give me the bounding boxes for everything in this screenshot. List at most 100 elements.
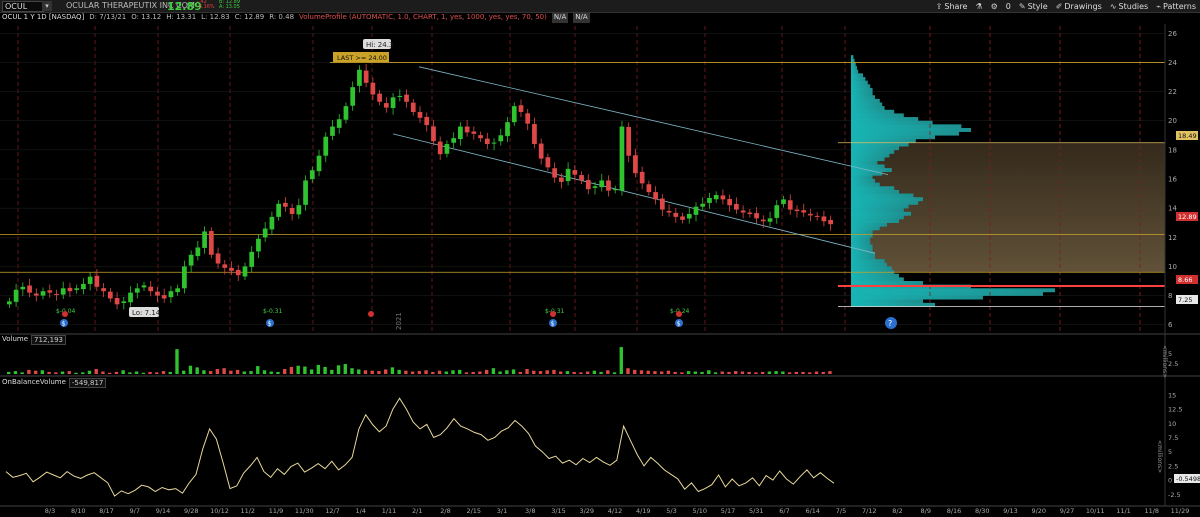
volume-bar bbox=[444, 371, 448, 374]
settings-button[interactable]: ⚙ bbox=[991, 2, 998, 11]
dividend-marker[interactable] bbox=[550, 311, 556, 317]
obv-tick-label: 12.5 bbox=[1168, 406, 1182, 414]
volume-profile-bar bbox=[851, 131, 959, 136]
volume-profile-bar bbox=[851, 62, 856, 67]
volume-study-value: 712,193 bbox=[31, 335, 66, 345]
candle-body bbox=[599, 180, 605, 188]
candle-body bbox=[202, 231, 207, 248]
candle-body bbox=[13, 289, 19, 302]
drawings-button[interactable]: ✐ Drawings bbox=[1056, 2, 1102, 11]
volume-profile-bar bbox=[851, 138, 916, 143]
date-tick-label: 5/3 bbox=[666, 507, 676, 515]
volume-profile-bar bbox=[851, 186, 895, 191]
date-tick-label: 9/27 bbox=[1060, 507, 1075, 515]
chart-header: OCUL 1 Y 1D [NASDAQ] D: 7/13/21 O: 13.12… bbox=[2, 13, 590, 23]
volume-profile-bar bbox=[851, 215, 904, 220]
obv-study-value: -549,817 bbox=[68, 378, 107, 388]
volume-bar bbox=[343, 364, 347, 374]
obv-series-line bbox=[5, 397, 835, 497]
volume-panel-label[interactable]: Volume 712,193 bbox=[2, 335, 66, 345]
candle-body bbox=[276, 203, 281, 217]
date-tick-label: 11/29 bbox=[1171, 507, 1190, 515]
candle-body bbox=[101, 288, 106, 292]
candle-body bbox=[94, 275, 100, 287]
earnings-marker[interactable]: $-0.31 $ bbox=[263, 308, 283, 328]
volume-bar bbox=[626, 368, 630, 374]
volume-bar bbox=[370, 370, 374, 374]
volume-profile-bar bbox=[851, 109, 895, 114]
volume-study-name: Volume bbox=[2, 335, 29, 343]
obv-last-tag: -0.5498 bbox=[1174, 474, 1200, 483]
horizontal-levels bbox=[0, 62, 1165, 307]
volume-profile-bar bbox=[851, 179, 875, 183]
price-tag-8-66: 8.66 bbox=[1176, 275, 1198, 284]
flask-button[interactable]: ⚗ bbox=[975, 2, 982, 11]
volume-profile-bar bbox=[851, 128, 971, 132]
share-button[interactable]: ⇪ Share bbox=[936, 2, 968, 11]
bar-range: R: 0.48 bbox=[269, 13, 295, 21]
obv-tick-label: -2.5 bbox=[1168, 491, 1181, 499]
volume-bar bbox=[101, 371, 105, 374]
volume-profile-help-button[interactable]: ? bbox=[885, 317, 897, 329]
volume-profile-bar bbox=[851, 113, 904, 118]
price-tick-label: 20 bbox=[1168, 117, 1177, 125]
symbol-dropdown-icon[interactable]: ▾ bbox=[42, 1, 52, 11]
volume-profile-bar bbox=[851, 164, 885, 169]
axes: 6 8 10 12 14 16 18 20 22 24 26 2.5 5 -2.5 0 2.5 5 7.5 10 12… bbox=[45, 30, 1190, 515]
patterns-button[interactable]: ⌁ Patterns bbox=[1156, 2, 1196, 11]
volume-bar bbox=[747, 371, 751, 374]
dividend-marker[interactable] bbox=[676, 311, 682, 317]
volume-profile-bar bbox=[851, 193, 914, 198]
last-alert-bubble[interactable]: LAST >= 24.00 bbox=[333, 52, 389, 62]
volume-profile-bar bbox=[851, 175, 873, 180]
volume-profile-bar bbox=[851, 135, 935, 140]
candle-body bbox=[40, 291, 46, 296]
volume-bar bbox=[781, 371, 785, 374]
volume-bar bbox=[612, 372, 617, 374]
volume-bar bbox=[114, 371, 119, 374]
volume-bar bbox=[121, 370, 125, 374]
volume-bar bbox=[734, 371, 738, 374]
volume-bar bbox=[484, 369, 489, 374]
bar-open: O: 13.12 bbox=[131, 13, 162, 21]
volume-bar bbox=[363, 370, 368, 374]
earnings-marker[interactable]: $-0.31 $ bbox=[545, 308, 565, 328]
volume-profile-bar bbox=[851, 288, 1055, 293]
candle-body bbox=[538, 143, 544, 159]
candle-body bbox=[767, 218, 773, 222]
volume-bar bbox=[720, 371, 724, 374]
volume-tick-label: 2.5 bbox=[1168, 360, 1178, 368]
volume-profile-study-label[interactable]: VolumeProfile (AUTOMATIC, 1.0, CHART, 1,… bbox=[299, 13, 547, 21]
share-label: Share bbox=[944, 1, 968, 11]
dividend-marker[interactable] bbox=[62, 311, 68, 317]
high-label: Hi: 24.3 bbox=[366, 41, 393, 49]
candle-body bbox=[330, 126, 335, 136]
studies-button[interactable]: ∿ Studies bbox=[1110, 2, 1148, 11]
price-tag-label: 7.25 bbox=[1178, 296, 1192, 304]
volume-bar bbox=[478, 371, 482, 374]
volume-profile-bar bbox=[851, 233, 873, 238]
volume-bar bbox=[410, 371, 415, 374]
style-button[interactable]: ✎ Style bbox=[1019, 2, 1048, 11]
style-icon: ✎ bbox=[1018, 1, 1026, 11]
candle-body bbox=[309, 170, 315, 180]
candle-body bbox=[639, 171, 645, 184]
volume-bar bbox=[134, 371, 139, 374]
date-tick-label: 2/15 bbox=[466, 507, 481, 515]
dividend-marker[interactable] bbox=[368, 311, 374, 317]
count-button[interactable]: 0 bbox=[1006, 2, 1011, 11]
obv-panel-label[interactable]: OnBalanceVolume -549,817 bbox=[2, 378, 107, 388]
candle-body bbox=[424, 116, 430, 126]
candle-body bbox=[727, 198, 733, 206]
volume-bar bbox=[256, 366, 260, 374]
volume-profile-bar bbox=[851, 230, 873, 234]
candle-body bbox=[626, 126, 632, 156]
earnings-icon: $ bbox=[551, 321, 555, 328]
candle-body bbox=[141, 285, 147, 288]
candle-body bbox=[235, 269, 241, 276]
candle-body bbox=[417, 111, 423, 118]
candle-body bbox=[787, 200, 793, 210]
obv-tick-label: 2.5 bbox=[1168, 462, 1178, 470]
volume-bar bbox=[633, 369, 637, 374]
